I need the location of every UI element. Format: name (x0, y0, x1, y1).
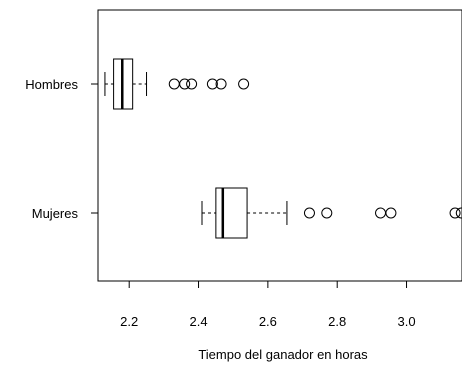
outlier-point (303, 207, 315, 219)
outlier-point (449, 207, 461, 219)
outlier-point (215, 78, 227, 90)
x-axis: 2.2 2.4 2.6 2.8 3.0 (120, 280, 416, 329)
category-label: Mujeres (32, 206, 79, 221)
x-axis-title: Tiempo del ganador en horas (198, 347, 368, 362)
plot-frame (97, 9, 462, 282)
outlier-point (168, 78, 180, 90)
outlier-point (321, 207, 333, 219)
box-group: Hombres Mujeres (25, 58, 462, 239)
category-label: Hombres (25, 77, 78, 92)
outlier-point (455, 207, 462, 219)
x-tick-label: 2.8 (328, 314, 346, 329)
outlier-point (238, 78, 250, 90)
outlier-point (375, 207, 387, 219)
outlier-point (186, 78, 198, 90)
x-tick-label: 2.2 (120, 314, 138, 329)
box-iqr (215, 187, 248, 239)
box-mujeres: Mujeres (32, 187, 462, 239)
outlier-point (206, 78, 218, 90)
outlier-point (179, 78, 191, 90)
x-tick-label: 3.0 (397, 314, 415, 329)
box-hombres: Hombres (25, 58, 250, 110)
outlier-point (385, 207, 397, 219)
x-tick-label: 2.6 (259, 314, 277, 329)
x-tick-label: 2.4 (189, 314, 207, 329)
